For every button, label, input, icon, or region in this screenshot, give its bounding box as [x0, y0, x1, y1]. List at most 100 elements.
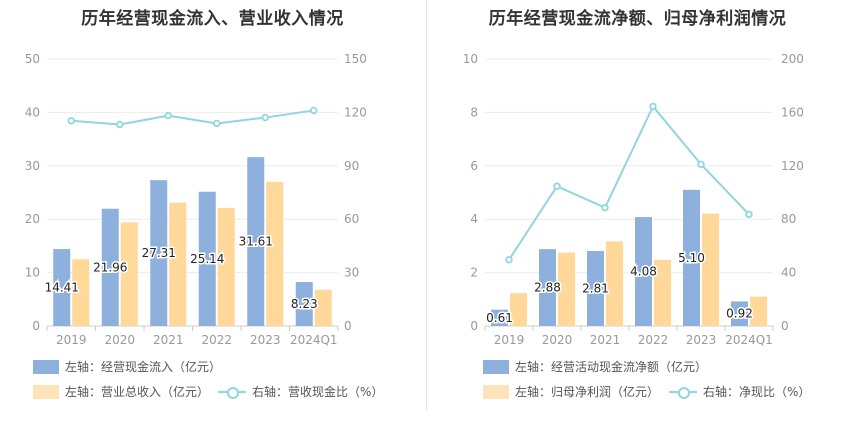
- bar-primary: [491, 309, 508, 326]
- bar-secondary: [702, 213, 719, 326]
- x-tick-label: 2024Q1: [725, 333, 773, 347]
- bar-data-label: 2.88: [534, 281, 561, 295]
- line-point: [505, 256, 513, 264]
- x-tick-label: 2023: [250, 333, 281, 347]
- legend-item-net-cash-ratio[interactable]: 右轴：净现比（%）: [669, 383, 810, 400]
- legend-swatch-line: [669, 385, 697, 399]
- bar-secondary: [120, 222, 138, 326]
- y-right-tick-label: 160: [781, 105, 804, 119]
- x-tick-label: 2021: [153, 333, 184, 347]
- y-right-tick-label: 90: [344, 159, 359, 173]
- x-tick-label: 2021: [590, 333, 621, 347]
- legend-label: 左轴：归母净利润（亿元）: [515, 385, 660, 399]
- bar-data-label: 27.31: [142, 246, 176, 260]
- bar-primary: [731, 301, 748, 326]
- bar-primary: [53, 249, 71, 326]
- bar-data-label: 0.92: [726, 307, 753, 321]
- bar-secondary: [266, 181, 284, 326]
- bar-secondary: [558, 252, 575, 326]
- panel-divider: [426, 0, 427, 410]
- legend-swatch-blue: [33, 359, 59, 374]
- y-left-tick-label: 10: [463, 52, 478, 66]
- chart-panel-net-cash: 历年经营现金流净额、归母净利润情况 0 2 4 6 8 10 0 40 80 120 160 200 2…: [425, 0, 850, 437]
- line-point: [213, 119, 221, 128]
- chart-plot-area: 0 10 20 30 40 50 0 30 60 90 120 150 2019 2020 2021 2022…: [25, 52, 367, 347]
- y-right-tick-label: 40: [781, 266, 796, 280]
- bar-primary: [247, 157, 265, 326]
- bar-primary: [539, 249, 556, 326]
- bar-data-label: 0.61: [486, 311, 513, 325]
- y-left-tick-label: 6: [470, 159, 478, 173]
- chart-panel-cash-inflow: 历年经营现金流入、营业收入情况 0 10 20 30 40 50 0 30 60 90 120 150…: [25, 9, 384, 400]
- legend-swatch-orange: [33, 384, 59, 399]
- y-right-tick-label: 0: [781, 319, 789, 333]
- legend-item-net-cash[interactable]: 左轴：经营活动现金流净额（亿元）: [483, 358, 707, 375]
- bar-data-label: 8.23: [291, 297, 318, 311]
- chart-plot-area: 0 2 4 6 8 10 0 40 80 120 160 200 2019 2020 2021 2022 202…: [463, 52, 804, 347]
- x-tick-label: 2019: [56, 333, 87, 347]
- y-left-tick-label: 2: [470, 266, 478, 280]
- bar-primary: [150, 180, 168, 326]
- y-left-tick-label: 50: [25, 52, 40, 66]
- y-left-tick-label: 0: [470, 319, 478, 333]
- chart-title: 历年经营现金流入、营业收入情况: [81, 9, 344, 29]
- bar-secondary: [72, 259, 90, 326]
- line-point: [649, 102, 657, 111]
- legend-swatch-orange: [483, 384, 509, 399]
- bar-data-label: 31.61: [239, 235, 273, 249]
- y-right-tick-label: 150: [344, 52, 367, 66]
- y-left-tick-label: 40: [25, 105, 40, 119]
- bar-secondary: [510, 293, 527, 326]
- x-tick-label: 2022: [638, 333, 669, 347]
- y-right-tick-label: 80: [781, 212, 796, 226]
- legend-label: 左轴：经营活动现金流净额（亿元）: [515, 360, 708, 374]
- legend-label: 左轴：经营现金流入（亿元）: [65, 360, 222, 374]
- y-left-tick-label: 30: [25, 159, 40, 173]
- bar-primary: [198, 191, 216, 326]
- bar-data-label: 25.14: [190, 252, 224, 266]
- y-left-tick-label: 20: [25, 212, 40, 226]
- legend-item-net-profit[interactable]: 左轴：归母净利润（亿元）: [483, 383, 659, 400]
- bar-primary: [101, 208, 119, 326]
- bar-primary: [295, 282, 313, 326]
- bar-primary: [587, 250, 604, 326]
- bar-data-label: 2.81: [582, 281, 609, 295]
- legend-label: 右轴：净现比（%）: [703, 385, 811, 399]
- bar-secondary: [750, 296, 767, 326]
- line-point: [261, 113, 269, 122]
- bar-secondary: [654, 259, 671, 326]
- y-left-tick-label: 10: [25, 266, 40, 280]
- y-right-tick-label: 60: [344, 212, 359, 226]
- y-right-tick-label: 200: [781, 52, 804, 66]
- y-left-tick-label: 8: [470, 105, 478, 119]
- line-point: [601, 204, 609, 212]
- line-point: [697, 160, 705, 169]
- line-point: [745, 210, 753, 219]
- bar-data-label: 21.96: [93, 260, 127, 274]
- bar-secondary: [606, 241, 623, 326]
- line-point: [164, 111, 172, 120]
- x-tick-label: 2019: [494, 333, 525, 347]
- x-tick-label: 2022: [201, 333, 232, 347]
- legend-item-revenue-cash-ratio[interactable]: 右轴：营收现金比（%）: [218, 383, 383, 400]
- y-right-tick-label: 30: [344, 266, 359, 280]
- line-point: [116, 120, 124, 129]
- x-tick-label: 2020: [104, 333, 135, 347]
- x-tick-label: 2024Q1: [290, 333, 338, 347]
- legend-item-revenue[interactable]: 左轴：营业总收入（亿元）: [33, 383, 209, 400]
- bar-data-label: 5.10: [678, 251, 705, 265]
- x-tick-label: 2023: [686, 333, 717, 347]
- y-left-tick-label: 0: [32, 319, 40, 333]
- bar-primary: [683, 189, 700, 326]
- legend-label: 右轴：营收现金比（%）: [252, 385, 384, 399]
- y-right-tick-label: 0: [344, 319, 352, 333]
- y-right-tick-label: 120: [344, 105, 367, 119]
- bar-secondary: [169, 202, 187, 326]
- bar-secondary: [217, 207, 235, 326]
- line-point: [553, 182, 561, 190]
- series-line: [508, 104, 750, 261]
- series-line: [71, 109, 314, 126]
- legend-swatch-blue: [483, 359, 509, 374]
- bar-secondary: [314, 289, 332, 326]
- legend-item-cash-inflow[interactable]: 左轴：经营现金流入（亿元）: [33, 358, 221, 375]
